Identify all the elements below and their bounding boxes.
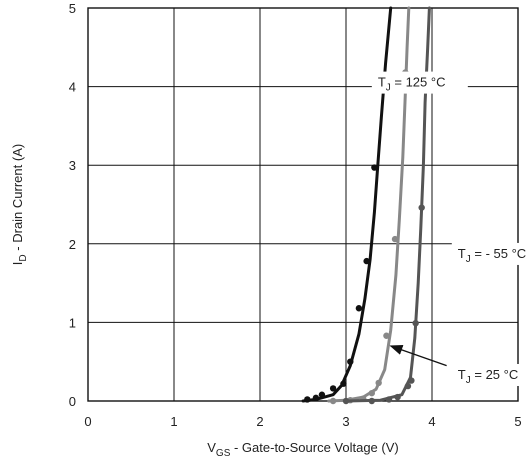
x-tick-label: 5 bbox=[514, 414, 521, 429]
data-point bbox=[329, 385, 337, 392]
plot-frame bbox=[87, 7, 519, 402]
y-axis-ticks: 0 1 2 3 4 5 bbox=[69, 1, 76, 409]
series-layer bbox=[301, 6, 431, 405]
series-label-sub: J bbox=[386, 83, 391, 94]
y-axis-title-sub: D bbox=[18, 254, 29, 261]
series-label-sub: J bbox=[466, 375, 471, 386]
data-point bbox=[318, 391, 326, 398]
series-label: TJ = - 55 °C bbox=[458, 246, 526, 265]
y-axis-title-main: I bbox=[10, 262, 25, 266]
data-point bbox=[385, 396, 393, 403]
data-point bbox=[368, 397, 375, 405]
y-tick-label: 3 bbox=[69, 158, 76, 173]
data-point bbox=[312, 394, 320, 402]
data-point bbox=[329, 397, 337, 405]
x-tick-label: 2 bbox=[256, 414, 263, 429]
x-axis-title-rest: - Gate-to-Source Voltage (V) bbox=[230, 440, 398, 455]
series-label-bg bbox=[451, 242, 527, 265]
data-point bbox=[391, 235, 399, 243]
series-label-main: T bbox=[458, 246, 466, 261]
y-tick-label: 5 bbox=[69, 1, 76, 16]
data-point bbox=[347, 358, 354, 365]
x-tick-label: 1 bbox=[170, 414, 177, 429]
data-point bbox=[371, 164, 378, 171]
x-axis-title-sub: GS bbox=[216, 448, 231, 459]
data-point bbox=[404, 382, 412, 390]
series-line-1 bbox=[327, 6, 411, 403]
series-label-rest: = - 55 °C bbox=[471, 246, 526, 261]
y-tick-label: 1 bbox=[69, 315, 76, 330]
y-tick-label: 0 bbox=[69, 394, 76, 409]
y-axis-title-rest: - Drain Current (A) bbox=[10, 144, 25, 255]
series-label-bg bbox=[451, 363, 527, 386]
y-axis-title: ID - Drain Current (A) bbox=[10, 144, 29, 265]
series-label-main: T bbox=[378, 75, 386, 90]
data-point bbox=[363, 257, 370, 265]
data-point bbox=[383, 332, 390, 339]
y-tick-label: 2 bbox=[69, 237, 76, 252]
x-tick-label: 0 bbox=[84, 414, 91, 429]
data-point bbox=[394, 393, 401, 401]
x-tick-label: 4 bbox=[428, 414, 435, 429]
x-axis-title: VGS - Gate-to-Source Voltage (V) bbox=[207, 440, 398, 459]
data-point bbox=[355, 305, 363, 312]
data-point bbox=[368, 389, 375, 397]
x-axis-title-main: V bbox=[207, 440, 216, 455]
data-point bbox=[418, 204, 425, 211]
series-label: TJ = 25 °C bbox=[458, 367, 518, 386]
data-point bbox=[408, 377, 415, 384]
series-line-0 bbox=[301, 6, 393, 403]
x-axis-ticks: 0 1 2 3 4 5 bbox=[84, 414, 521, 429]
x-tick-label: 3 bbox=[342, 414, 349, 429]
series-label-sub: J bbox=[466, 254, 471, 265]
y-tick-label: 4 bbox=[69, 80, 76, 95]
data-point bbox=[375, 379, 382, 387]
series-label-rest: = 25 °C bbox=[471, 367, 518, 382]
data-point bbox=[340, 380, 347, 387]
data-point bbox=[342, 397, 350, 405]
annotation-layer: TJ = 125 °CTJ = - 55 °CTJ = 25 °C bbox=[371, 71, 527, 386]
series-label-bg bbox=[371, 71, 468, 94]
series-label: TJ = 125 °C bbox=[378, 75, 446, 94]
data-point bbox=[304, 396, 311, 403]
grid bbox=[88, 8, 518, 401]
data-point bbox=[412, 319, 419, 327]
series-label-main: T bbox=[458, 367, 466, 382]
series-label-rest: = 125 °C bbox=[391, 75, 446, 90]
annotation-arrow bbox=[389, 344, 447, 367]
